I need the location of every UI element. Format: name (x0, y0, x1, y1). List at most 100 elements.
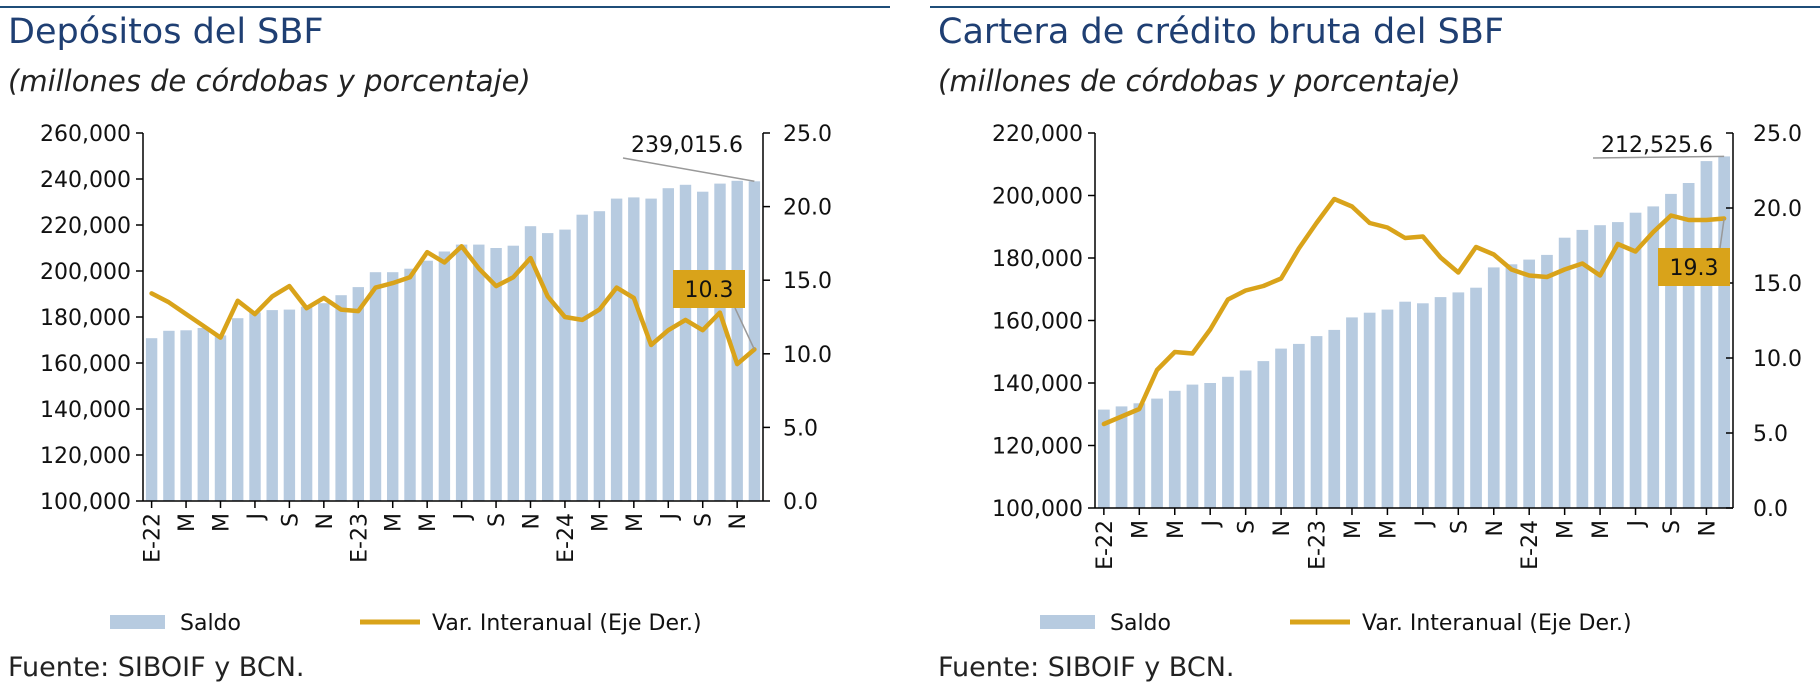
bar-saldo (214, 335, 227, 501)
bar-saldo (1346, 317, 1358, 508)
bar-saldo (1523, 259, 1535, 508)
bar-saldo (490, 248, 502, 501)
bar-saldo (1487, 267, 1500, 508)
right-tick-label: 25.0 (1753, 122, 1802, 147)
right-tick-label: 20.0 (783, 196, 832, 221)
bar-saldo (1700, 161, 1713, 508)
left-tick-label: 100,000 (40, 490, 131, 515)
x-tick-label: E-22 (1093, 520, 1118, 570)
bar-saldo (593, 211, 606, 501)
bar-saldo (645, 198, 657, 501)
bar-saldo (1452, 292, 1465, 508)
bar-saldo (542, 233, 554, 501)
bar-saldo (1576, 229, 1589, 508)
legend-label-var: Var. Interanual (Eje Der.) (1362, 611, 1632, 636)
left-tick-label: 160,000 (992, 310, 1083, 335)
legend-swatch-saldo (1040, 615, 1095, 629)
bar-saldo (1718, 156, 1730, 508)
chart-subtitle: (millones de córdobas y porcentaje) (938, 64, 1461, 98)
bar-saldo (1115, 406, 1128, 508)
right-tick-label: 0.0 (783, 490, 818, 515)
chart-panel-depositos: Depósitos del SBF (millones de córdobas … (0, 0, 890, 695)
annotation-leader (1592, 155, 1725, 159)
x-tick-label: J (1412, 520, 1437, 529)
x-tick-label: J (1625, 520, 1650, 529)
bar-saldo (180, 330, 192, 501)
annotation-box (673, 270, 745, 308)
x-tick-label: J (244, 513, 269, 522)
bar-saldo (249, 312, 261, 501)
left-tick-label: 200,000 (40, 260, 131, 285)
bar-saldo (197, 328, 209, 501)
bar-saldo (1293, 343, 1305, 508)
bar-saldo (438, 251, 451, 501)
bar-saldo (576, 214, 588, 501)
bar-saldo (404, 268, 416, 501)
x-tick-label: M (1164, 520, 1189, 539)
chart-source: Fuente: SIBOIF y BCN. (8, 652, 305, 683)
bar-saldo (1647, 206, 1660, 508)
bar-saldo (1399, 301, 1411, 508)
x-tick-label: N (1270, 520, 1295, 536)
x-tick-label: M (588, 513, 613, 532)
x-tick-label: N (313, 513, 338, 529)
x-tick-label: S (1660, 520, 1685, 534)
bar-saldo (232, 318, 244, 501)
bar-saldo (1629, 212, 1642, 508)
bar-saldo (1151, 398, 1163, 508)
bar-saldo (662, 188, 674, 501)
chart-source: Fuente: SIBOIF y BCN. (938, 652, 1235, 683)
right-tick-label: 5.0 (1753, 422, 1788, 447)
bar-saldo (1505, 264, 1518, 509)
bar-saldo (300, 306, 313, 501)
top-rule (0, 6, 890, 8)
x-tick-label: S (1447, 520, 1472, 534)
legend-label-var: Var. Interanual (Eje Der.) (432, 611, 702, 636)
x-tick-label: M (416, 513, 441, 532)
annotation-leader (734, 307, 756, 350)
bar-saldo (1204, 383, 1216, 508)
bar-saldo (524, 226, 537, 501)
bar-saldo (283, 309, 296, 501)
chart-cartera: 100,000 120,000 140,000 160,000 180,000 200,0… (992, 122, 1802, 636)
right-tick-label: 15.0 (783, 269, 832, 294)
left-tick-label: 260,000 (40, 122, 131, 147)
bar-saldo (163, 330, 175, 501)
left-tick-label: 240,000 (40, 168, 131, 193)
x-tick-label: M (1589, 520, 1614, 539)
bar-saldo (559, 229, 571, 501)
right-tick-label: 0.0 (1753, 497, 1788, 522)
annotation-last-line: 10.3 (685, 278, 734, 303)
bar-saldo (507, 245, 519, 501)
left-tick-label: 180,000 (992, 247, 1083, 272)
x-tick-label: E-23 (347, 513, 372, 563)
chart-title: Depósitos del SBF (8, 12, 324, 52)
annotation-leader (1719, 218, 1725, 249)
bar-saldo (387, 272, 399, 501)
annotation-last-bar: 239,015.6 (631, 133, 743, 158)
bar-saldo (697, 191, 709, 501)
left-tick-label: 160,000 (40, 352, 131, 377)
top-rule (930, 6, 1820, 8)
bar-saldo (1612, 222, 1624, 508)
bar-saldo (610, 198, 623, 501)
left-tick-label: 180,000 (40, 306, 131, 331)
bar-saldo (266, 310, 278, 501)
x-tick-label: N (1695, 520, 1720, 536)
line-var-interanual (149, 244, 757, 367)
x-tick-label: M (1128, 520, 1153, 539)
x-tick-label: J (1199, 520, 1224, 529)
bar-saldo (731, 180, 743, 502)
bar-saldo (335, 295, 347, 501)
left-tick-label: 100,000 (992, 497, 1083, 522)
right-tick-label: 20.0 (1753, 197, 1802, 222)
chart-panel-cartera: Cartera de crédito bruta del SBF (millon… (930, 0, 1820, 695)
bar-saldo (1222, 376, 1234, 509)
x-tick-label: M (210, 513, 235, 532)
right-tick-label: 5.0 (783, 416, 818, 441)
bar-saldo (628, 197, 640, 501)
bar-saldo (145, 338, 158, 501)
chart-subtitle: (millones de córdobas y porcentaje) (8, 64, 531, 98)
bar-saldo (1168, 390, 1181, 508)
bar-saldo (1594, 225, 1606, 508)
